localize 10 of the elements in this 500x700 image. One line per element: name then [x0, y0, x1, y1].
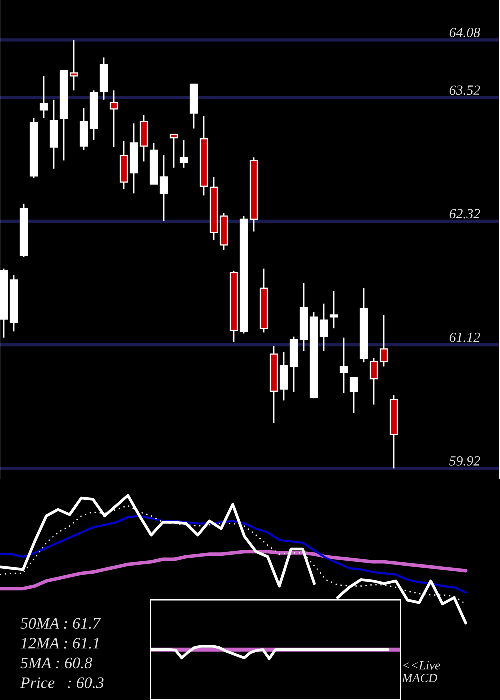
y-tick-label: 59.92: [450, 456, 480, 466]
y-tick-label: 64.08: [450, 28, 480, 38]
y-tick-label: 63.52: [450, 86, 480, 96]
y-tick-label: 61.12: [450, 332, 480, 342]
annotation: 50MA : 61.7: [20, 618, 102, 630]
y-tick-label: 62.32: [450, 209, 480, 219]
text: <<Live MACD: [402, 661, 440, 682]
text: Price : 60.3: [20, 678, 104, 688]
text: 5MA : 60.8: [20, 658, 92, 669]
text: 12MA : 61.1: [21, 638, 99, 649]
